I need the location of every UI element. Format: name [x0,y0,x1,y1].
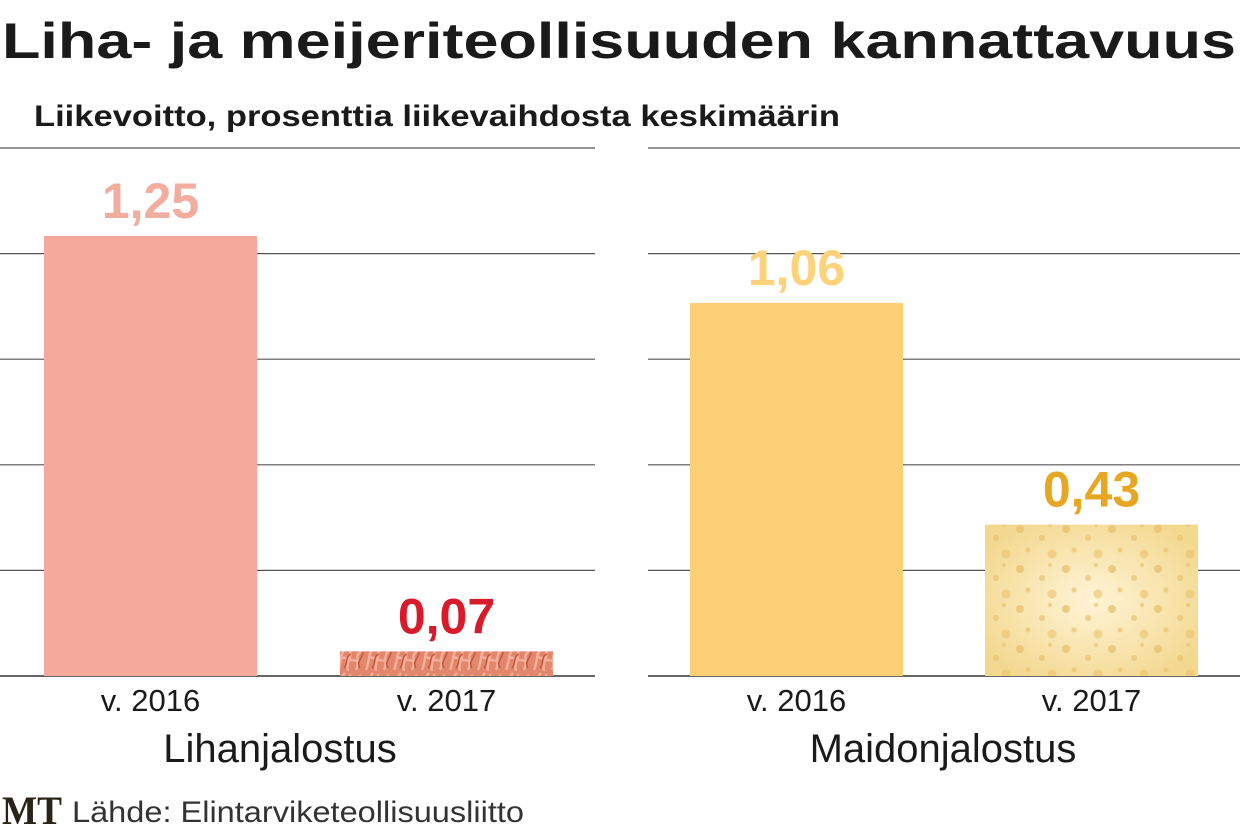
cheese-holes [985,524,1198,676]
panel-maidonjalostus: 1,06 v. 2016 0,43 v. 2017 Maidonjalostus [648,147,1240,771]
bar-v2016 [44,236,257,676]
chart-subtitle: Liikevoitto, prosenttia liikevaihdosta k… [34,100,840,133]
mt-logo: MT [2,788,62,832]
x-tick-label: v. 2017 [1042,683,1141,718]
group-label: Lihanjalostus [163,727,397,771]
value-label: 0,43 [1043,462,1140,518]
bar-v2017 [340,651,553,676]
chart-title: Liha- ja meijeriteollisuuden kannattavuu… [2,13,1236,69]
x-tick-label: v. 2016 [101,683,200,718]
source-note: Lähde: Elintarviketeollisuusliitto [72,796,524,829]
group-label: Maidonjalostus [810,727,1077,771]
value-label: 1,06 [748,240,845,296]
value-label: 0,07 [398,588,495,644]
x-tick-label: v. 2016 [747,683,846,718]
value-label: 1,25 [102,173,199,229]
x-tick-label: v. 2017 [397,683,496,718]
bar-v2016 [690,302,903,676]
